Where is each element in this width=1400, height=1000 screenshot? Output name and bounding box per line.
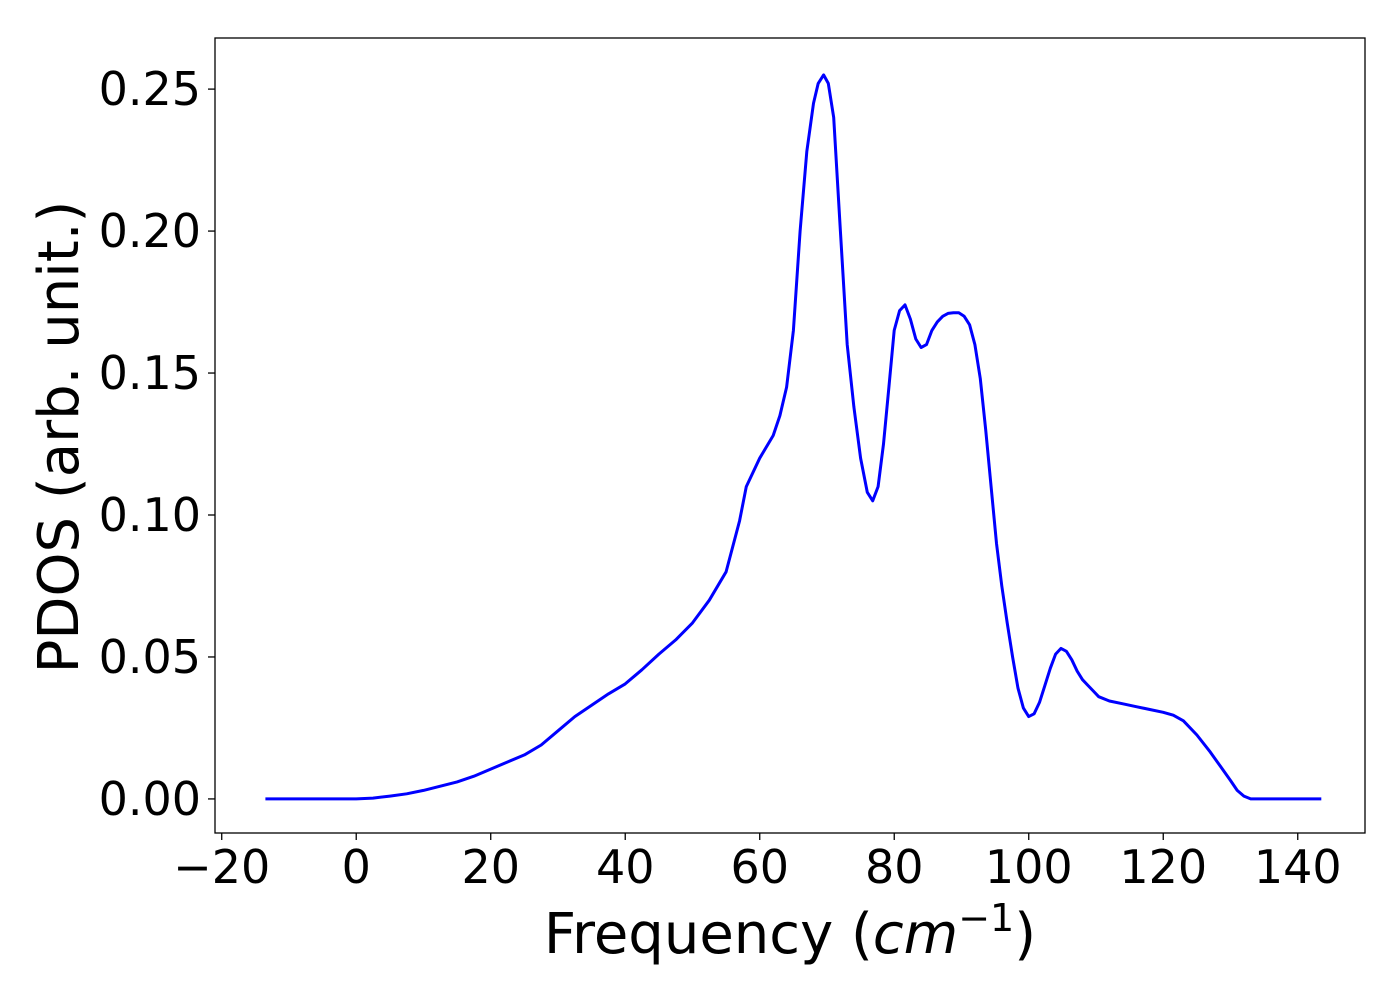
x-axis-label: Frequency (cm−1) bbox=[544, 896, 1036, 967]
y-axis-ticks: 0.00 0.05 0.10 0.15 0.20 0.25 bbox=[99, 62, 215, 826]
y-tick-label: 0.10 bbox=[99, 488, 201, 542]
x-tick-label: 0 bbox=[342, 840, 371, 894]
x-tick-label: 100 bbox=[985, 840, 1073, 894]
y-tick-label: 0.25 bbox=[99, 62, 201, 116]
y-tick-label: 0.05 bbox=[99, 630, 201, 684]
plot-frame bbox=[214, 37, 1366, 834]
y-tick-label: 0.00 bbox=[99, 772, 201, 826]
x-tick-label: 140 bbox=[1254, 840, 1342, 894]
x-tick-label: 20 bbox=[461, 840, 520, 894]
x-tick-label: 40 bbox=[596, 840, 655, 894]
y-tick-label: 0.15 bbox=[99, 346, 201, 400]
x-axis-ticks: −20 0 20 40 60 80 100 120 140 bbox=[173, 833, 1342, 894]
x-tick-label: 80 bbox=[865, 840, 924, 894]
x-tick-label: 60 bbox=[730, 840, 789, 894]
y-tick-label: 0.20 bbox=[99, 204, 201, 258]
y-axis-label: PDOS (arb. unit.) bbox=[27, 201, 92, 674]
x-tick-label: 120 bbox=[1119, 840, 1207, 894]
pdos-series-line bbox=[265, 73, 1322, 801]
x-tick-label: −20 bbox=[173, 840, 270, 894]
